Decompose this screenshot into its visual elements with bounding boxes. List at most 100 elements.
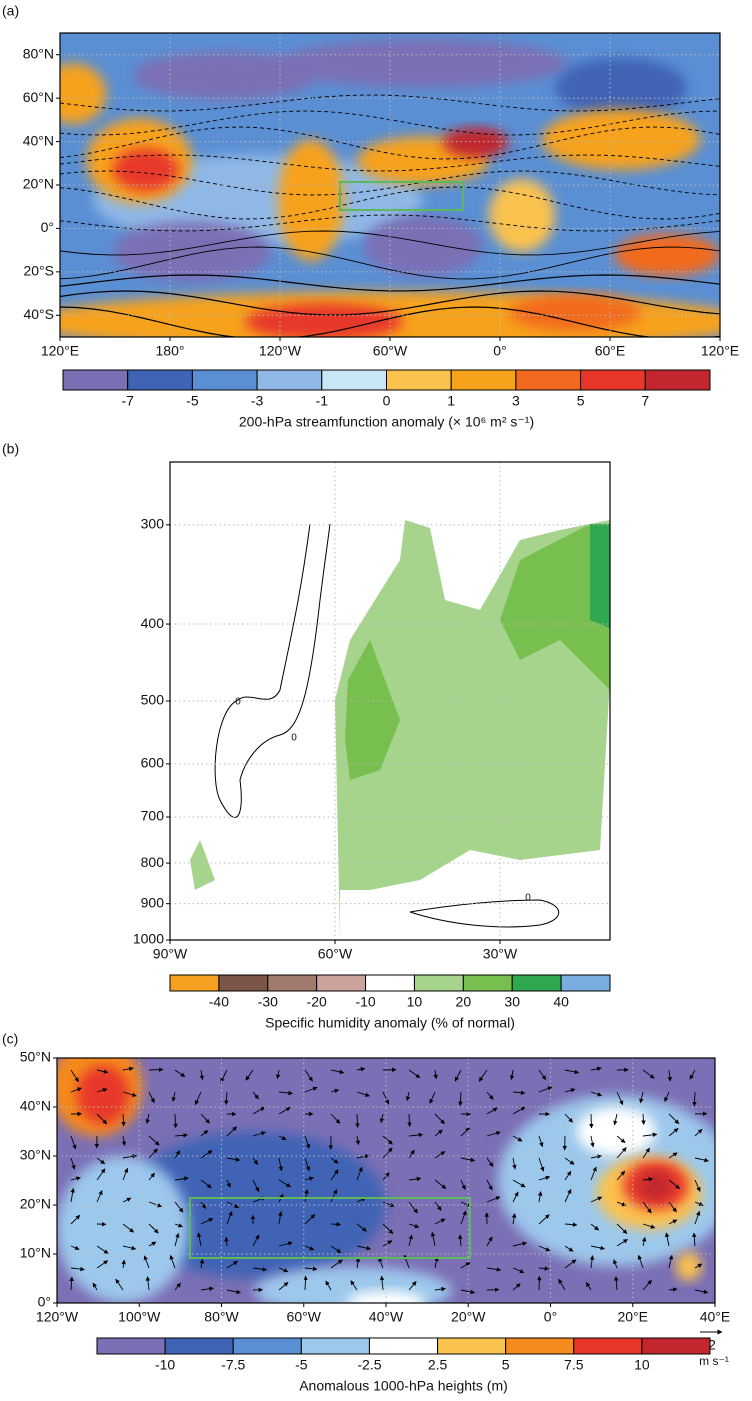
field-shade: [113, 221, 271, 282]
field-shade: [489, 179, 555, 252]
colorbar-title: Anomalous 1000-hPa heights (m): [299, 1378, 508, 1394]
field-shade: [639, 1171, 672, 1200]
x-tick-label: 0°: [493, 343, 506, 359]
map-field: [0, 0, 752, 428]
colorbar-box: [451, 370, 516, 390]
figure: (a) (b) (c) 0 0 0 2 m s⁻¹ 120°E180°120°W…: [0, 0, 752, 1401]
y-tick-label: 50°N: [20, 1049, 51, 1065]
colorbar-label: 30: [504, 994, 520, 1010]
x-tick-label: 20°E: [617, 1309, 648, 1325]
colorbar-box: [561, 975, 610, 991]
colorbar-box: [506, 1338, 574, 1354]
colorbar-label: 5: [577, 393, 585, 409]
colorbar-box: [387, 370, 452, 390]
colorbar-box: [219, 975, 268, 991]
colorbar-label: -10: [155, 1357, 175, 1373]
colorbar-box: [414, 975, 463, 991]
field-shade: [364, 215, 483, 276]
y-tick-label: 300: [141, 516, 165, 532]
panel-label: (c): [2, 1031, 18, 1047]
colorbar-box: [268, 975, 317, 991]
x-tick-label: 80°W: [204, 1309, 239, 1325]
y-tick-label: 30°N: [20, 1147, 51, 1163]
colorbar-box: [322, 370, 387, 390]
colorbar-label: 1: [447, 393, 455, 409]
colorbar-box: [645, 370, 710, 390]
x-tick-label: 60°W: [287, 1309, 322, 1325]
colorbar-box: [642, 1338, 710, 1354]
colorbar-label: -40: [209, 994, 229, 1010]
colorbar-label: -2.5: [357, 1357, 381, 1373]
colorbar-box: [192, 370, 257, 390]
x-tick-label: 120°E: [41, 343, 79, 359]
x-tick-label: 120°W: [259, 343, 302, 359]
body: {"panels": [ {"label": "(a)", "xlim": [1…: [0, 0, 752, 1401]
colorbar-label: -3: [251, 393, 264, 409]
humidity-area: [190, 840, 215, 890]
colorbar-label: 7: [641, 393, 649, 409]
x-tick-label: 60°E: [595, 343, 626, 359]
colorbar-box: [233, 1338, 301, 1354]
x-tick-label: 120°W: [36, 1309, 79, 1325]
colorbar-label: 2.5: [428, 1357, 448, 1373]
wind-vector: [175, 1114, 176, 1128]
x-tick-label: 180°: [156, 343, 185, 359]
colorbar-box: [257, 370, 322, 390]
y-tick-label: 700: [141, 808, 165, 824]
y-tick-label: 500: [141, 692, 165, 708]
colorbar-label: -5: [186, 393, 199, 409]
colorbar-box: [97, 1338, 165, 1354]
field-shade: [254, 1266, 451, 1315]
y-tick-label: 20°N: [20, 1196, 51, 1212]
x-tick-label: 30°W: [483, 946, 518, 962]
panel-label: (a): [2, 3, 19, 19]
colorbar-label: -7: [121, 393, 134, 409]
colorbar-box: [369, 1338, 437, 1354]
y-tick-label: 10°N: [20, 1245, 51, 1261]
colorbar-box: [438, 1338, 506, 1354]
colorbar-box: [317, 975, 366, 991]
colorbar-label: -5: [295, 1357, 308, 1373]
section-field: [190, 520, 610, 940]
wind-vector: [331, 1224, 341, 1225]
page: Figure html, body { margin: 0; padding: …: [0, 0, 752, 1401]
humidity-area: [590, 524, 610, 628]
y-tick-label: 600: [141, 755, 165, 771]
y-tick-label: 0°: [38, 1294, 51, 1310]
x-tick-label: 60°W: [318, 946, 353, 962]
y-tick-label: 800: [141, 854, 165, 870]
colorbar-box: [516, 370, 581, 390]
field-shade: [614, 234, 720, 277]
x-tick-label: 20°W: [451, 1309, 486, 1325]
y-tick-label: 60°N: [23, 89, 54, 105]
colorbar-label: 10: [634, 1357, 650, 1373]
colorbar-label: -20: [307, 994, 327, 1010]
y-tick-label: 40°S: [23, 306, 54, 322]
field-shade: [77, 1065, 130, 1124]
x-tick-label: 90°W: [153, 946, 188, 962]
colorbar-label: 10: [407, 994, 423, 1010]
y-tick-label: 400: [141, 615, 165, 631]
x-tick-label: 40°W: [369, 1309, 404, 1325]
field-shade: [443, 127, 509, 157]
colorbar-label: 7.5: [564, 1357, 584, 1373]
x-tick-label: 120°E: [701, 343, 739, 359]
colorbar-label: 0: [383, 393, 391, 409]
colorbar-box: [581, 370, 646, 390]
colorbar-label: -30: [258, 994, 278, 1010]
colorbar-box: [301, 1338, 369, 1354]
y-tick-label: 40°N: [23, 132, 54, 148]
y-tick-label: 40°N: [20, 1098, 51, 1114]
colorbar-box: [63, 370, 128, 390]
colorbar-box: [574, 1338, 642, 1354]
contour-label: 0: [291, 733, 297, 744]
y-tick-label: 80°N: [23, 45, 54, 61]
y-tick-label: 900: [141, 894, 165, 910]
field-shade: [577, 1107, 656, 1156]
y-tick-label: 1000: [133, 931, 164, 947]
colorbar-label: -7.5: [221, 1357, 245, 1373]
x-tick-label: 40°E: [700, 1309, 731, 1325]
colorbar-label: 40: [553, 994, 569, 1010]
x-tick-label: 100°W: [118, 1309, 161, 1325]
colorbar-label: -10: [355, 994, 375, 1010]
